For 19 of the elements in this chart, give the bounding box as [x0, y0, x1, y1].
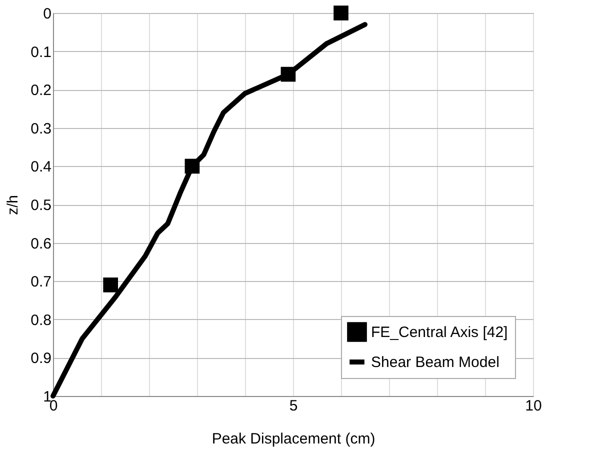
y-tick-label: 0.1: [30, 44, 52, 61]
y-tick-label: 0.3: [30, 120, 52, 138]
y-tick-label: 0.8: [30, 312, 52, 329]
point: [103, 278, 118, 292]
y-tick-label: 0.6: [30, 235, 52, 252]
y-tick-label: 0: [43, 6, 52, 22]
y-tick-label: 0.7: [30, 274, 52, 291]
y-tick-label: 1: [43, 388, 52, 406]
y-tick-label: 0.4: [30, 158, 52, 176]
legend-label: FE_Central Axis [42]: [371, 324, 508, 341]
y-tick-label: 0.9: [30, 350, 52, 368]
y-tick-label: 0.5: [30, 197, 52, 214]
legend-label: Shear Beam Model: [371, 354, 500, 371]
point: [334, 6, 348, 20]
x-tick-label: 10: [525, 398, 542, 414]
x-tick-label: 5: [289, 398, 298, 414]
x-axis-title: Peak Displacement (cm): [212, 430, 376, 448]
y-axis-title: z/h: [4, 194, 22, 216]
y-tick-label: 0.2: [30, 82, 52, 100]
